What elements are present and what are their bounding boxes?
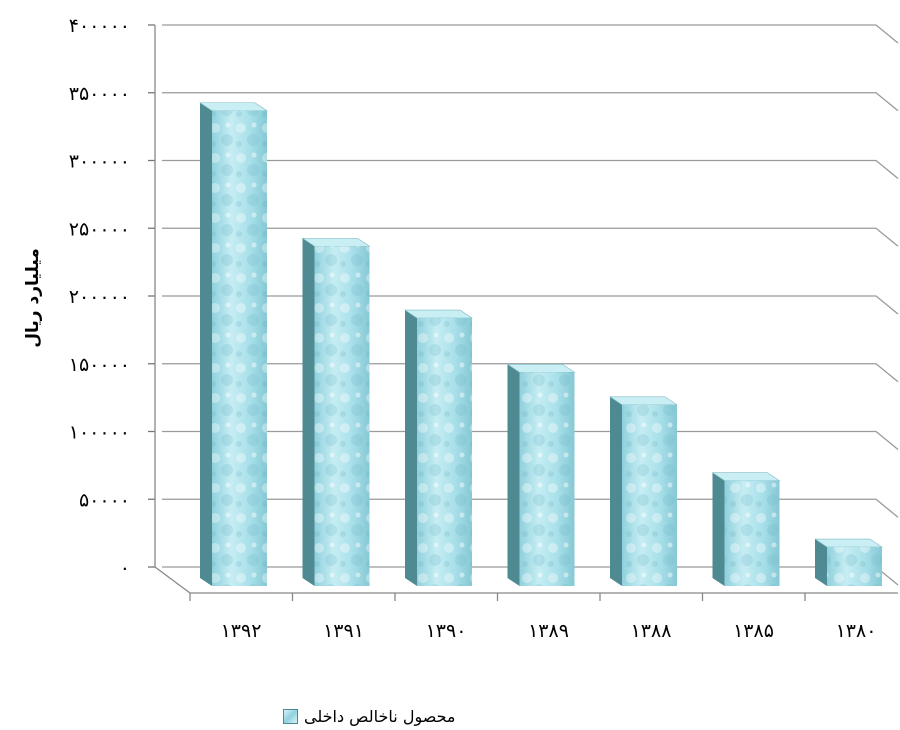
- y-tick-label: ۰: [120, 557, 130, 579]
- x-tick-label: ۱۳۹۲: [221, 620, 262, 642]
- bar: [609, 396, 678, 586]
- legend: محصول ناخالص داخلی: [283, 702, 456, 730]
- gridline: [162, 498, 899, 518]
- bar: [404, 309, 473, 586]
- bar: [301, 237, 371, 586]
- bars: [199, 102, 883, 586]
- bar: [506, 363, 576, 586]
- gridline: [162, 92, 899, 112]
- y-tick-label: ۲۰۰۰۰۰: [69, 286, 130, 308]
- y-tick-label: ۵۰۰۰۰: [79, 489, 130, 511]
- x-tick-label: ۱۳۸۰: [836, 620, 877, 642]
- gridline: [162, 430, 899, 451]
- gridlines: [162, 24, 899, 586]
- x-tick-label: ۱۳۸۵: [733, 620, 774, 642]
- x-tick-label: ۱۳۸۹: [528, 620, 569, 642]
- legend-swatch: [283, 708, 298, 724]
- legend-series-label: محصول ناخالص داخلی: [304, 706, 456, 726]
- y-tick-label: ۲۵۰۰۰۰: [69, 218, 130, 240]
- gridline: [162, 159, 899, 180]
- bar: [711, 472, 781, 586]
- x-tick-label: ۱۳۸۸: [631, 620, 672, 642]
- y-tick-label: ۴۰۰۰۰۰: [69, 15, 130, 37]
- y-tick-label: ۱۰۰۰۰۰: [69, 422, 130, 444]
- bar: [814, 538, 883, 586]
- gridline: [162, 24, 899, 44]
- gridline: [162, 363, 899, 383]
- gridline: [162, 227, 899, 247]
- tick-labels: ۰ ۵۰۰۰۰ ۱۰۰۰۰۰ ۱۵۰۰۰۰ ۲۰۰۰۰۰ ۲۵۰۰۰۰ ۳۰۰۰۰۰ ۳۵۰۰…: [69, 15, 877, 642]
- gridline: [162, 295, 899, 315]
- y-tick-label: ۱۵۰۰۰۰: [69, 354, 130, 376]
- y-tick-label: ۳۰۰۰۰۰: [69, 151, 130, 173]
- x-tick-label: ۱۳۹۰: [426, 620, 467, 642]
- axes: [148, 24, 898, 601]
- x-tick-label: ۱۳۹۱: [323, 620, 364, 642]
- bar: [199, 102, 268, 586]
- y-tick-label: ۳۵۰۰۰۰: [69, 83, 130, 105]
- y-axis-label: میلیارد ریال: [23, 248, 43, 347]
